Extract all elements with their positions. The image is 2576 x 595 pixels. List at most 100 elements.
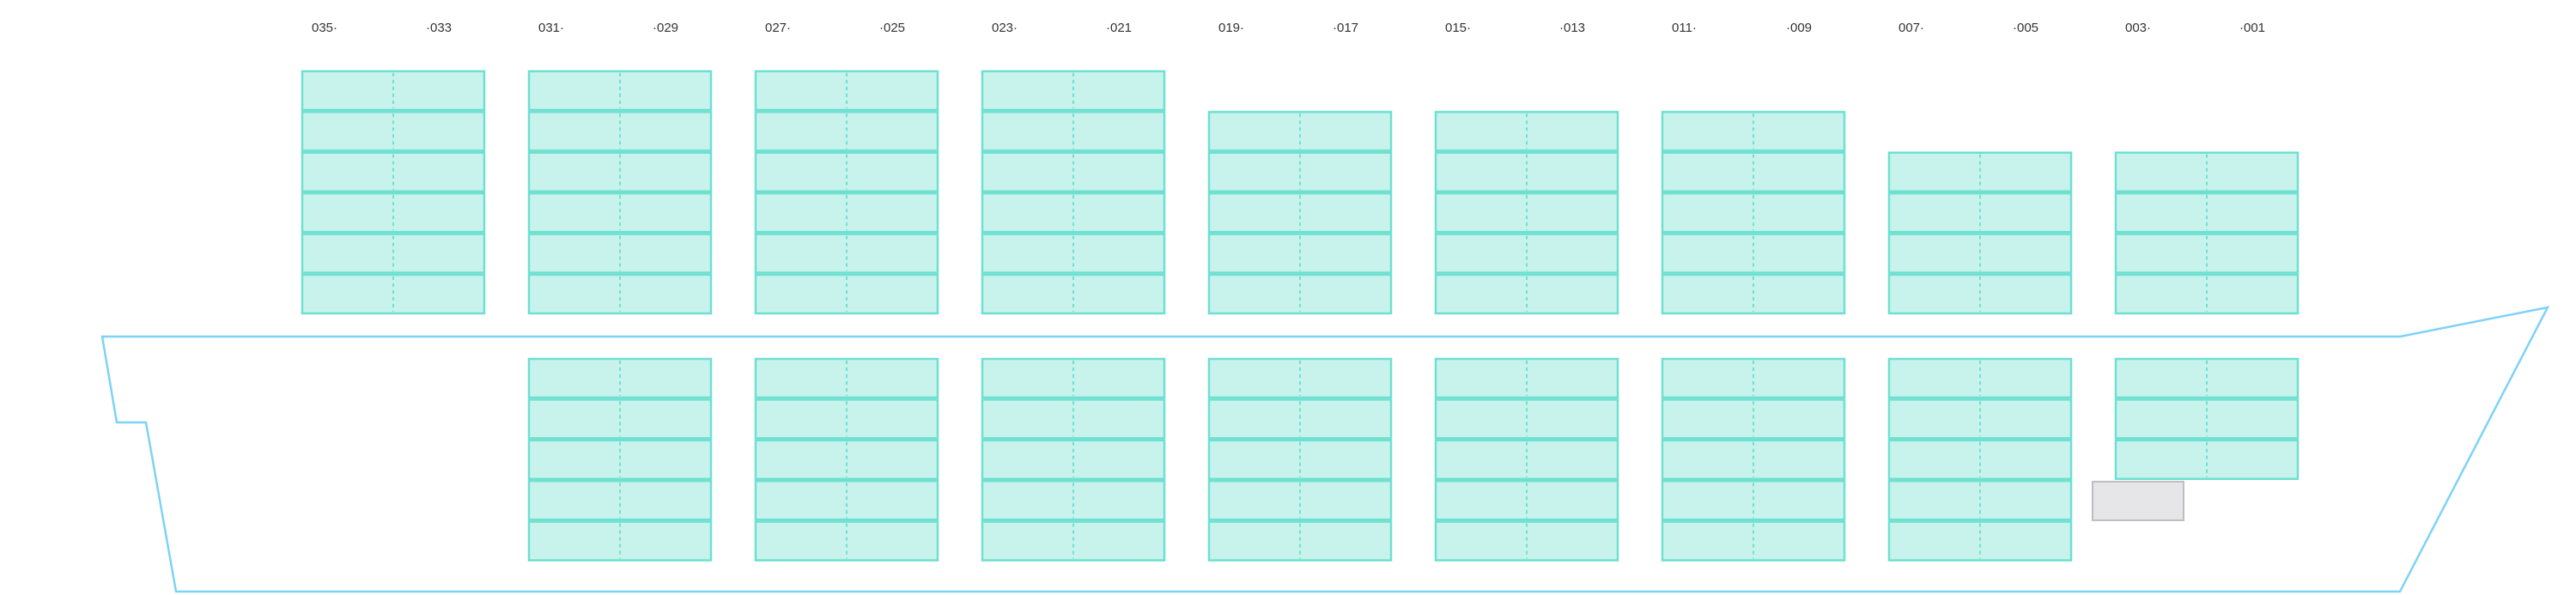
below-deck-slot[interactable] [1661,357,1846,399]
slot-box[interactable] [527,191,713,234]
slot-box[interactable] [1434,111,1619,152]
slot-box[interactable] [981,70,1166,112]
below-deck-slot[interactable] [1661,398,1846,440]
below-deck-slot[interactable] [754,520,939,562]
slot-box[interactable] [1434,439,1619,481]
above-deck-slot[interactable] [1207,233,1393,274]
above-deck-slot[interactable] [1661,111,1846,152]
slot-box[interactable] [754,233,939,274]
slot-box[interactable] [754,111,939,152]
above-deck-slot[interactable] [2114,233,2300,274]
above-deck-slot[interactable] [527,151,713,193]
slot-box[interactable] [1207,439,1393,481]
slot-box[interactable] [2114,398,2300,440]
slot-box[interactable] [981,233,1166,274]
slot-box[interactable] [1661,357,1846,399]
above-deck-slot[interactable] [301,233,486,274]
above-deck-slot[interactable] [527,273,713,315]
below-deck-slot[interactable] [1887,520,2073,562]
below-deck-slot[interactable] [981,439,1166,481]
slot-box[interactable] [1207,357,1393,399]
above-deck-slot[interactable] [2114,191,2300,234]
above-deck-slot[interactable] [754,191,939,234]
slot-box[interactable] [1887,398,2073,440]
slot-box[interactable] [2114,191,2300,234]
slot-box[interactable] [527,111,713,152]
above-deck-slot[interactable] [754,233,939,274]
above-deck-slot[interactable] [1207,191,1393,234]
above-deck-slot[interactable] [1207,151,1393,193]
below-deck-slot[interactable] [1887,479,2073,521]
slot-box[interactable] [1661,191,1846,234]
above-deck-slot[interactable] [1887,191,2073,234]
below-deck-slot[interactable] [981,479,1166,521]
above-deck-slot[interactable] [981,233,1166,274]
above-deck-slot[interactable] [301,191,486,234]
below-deck-slot[interactable] [981,398,1166,440]
below-deck-slot[interactable] [1207,357,1393,399]
below-deck-slot[interactable] [527,398,713,440]
slot-box[interactable] [981,398,1166,440]
below-deck-slot[interactable] [1661,439,1846,481]
below-deck-slot[interactable] [1434,439,1619,481]
slot-box[interactable] [2114,439,2300,481]
slot-box[interactable] [1434,479,1619,521]
above-deck-slot[interactable] [1207,111,1393,152]
slot-box[interactable] [1887,191,2073,234]
slot-box[interactable] [1434,191,1619,234]
above-deck-slot[interactable] [754,273,939,315]
slot-box[interactable] [1661,233,1846,274]
slot-box[interactable] [1207,151,1393,193]
slot-box[interactable] [527,273,713,315]
below-deck-slot[interactable] [1207,398,1393,440]
slot-box[interactable] [1434,398,1619,440]
above-deck-slot[interactable] [301,273,486,315]
above-deck-slot[interactable] [754,151,939,193]
slot-box[interactable] [981,151,1166,193]
slot-box[interactable] [1207,273,1393,315]
below-deck-slot[interactable] [2114,439,2300,481]
slot-box[interactable] [527,151,713,193]
below-deck-slot[interactable] [754,439,939,481]
below-deck-slot[interactable] [1207,479,1393,521]
above-deck-slot[interactable] [981,191,1166,234]
slot-box[interactable] [1434,357,1619,399]
above-deck-slot[interactable] [981,70,1166,112]
slot-box[interactable] [1661,273,1846,315]
slot-box[interactable] [1434,520,1619,562]
slot-box[interactable] [1887,357,2073,399]
above-deck-slot[interactable] [527,111,713,152]
slot-box[interactable] [754,70,939,112]
slot-box[interactable] [1887,273,2073,315]
slot-box[interactable] [754,191,939,234]
below-deck-slot[interactable] [1434,398,1619,440]
slot-box[interactable] [1661,111,1846,152]
slot-box[interactable] [527,520,713,562]
slot-box[interactable] [527,398,713,440]
slot-box[interactable] [754,151,939,193]
above-deck-slot[interactable] [1887,273,2073,315]
slot-box[interactable] [1887,439,2073,481]
slot-box[interactable] [2114,273,2300,315]
above-deck-slot[interactable] [1434,151,1619,193]
slot-box[interactable] [1887,520,2073,562]
slot-box[interactable] [1207,191,1393,234]
above-deck-slot[interactable] [1434,273,1619,315]
above-deck-slot[interactable] [301,70,486,112]
slot-box[interactable] [1661,398,1846,440]
slot-box[interactable] [1207,233,1393,274]
below-deck-slot[interactable] [1207,520,1393,562]
below-deck-slot[interactable] [1434,479,1619,521]
slot-box[interactable] [981,439,1166,481]
below-deck-slot[interactable] [527,357,713,399]
below-deck-slot[interactable] [754,479,939,521]
slot-box[interactable] [981,357,1166,399]
below-deck-slot[interactable] [2114,398,2300,440]
below-deck-slot[interactable] [527,439,713,481]
slot-box[interactable] [527,357,713,399]
above-deck-slot[interactable] [1434,191,1619,234]
slot-box[interactable] [301,151,486,193]
above-deck-slot[interactable] [527,191,713,234]
below-deck-slot[interactable] [754,357,939,399]
slot-box[interactable] [1207,520,1393,562]
